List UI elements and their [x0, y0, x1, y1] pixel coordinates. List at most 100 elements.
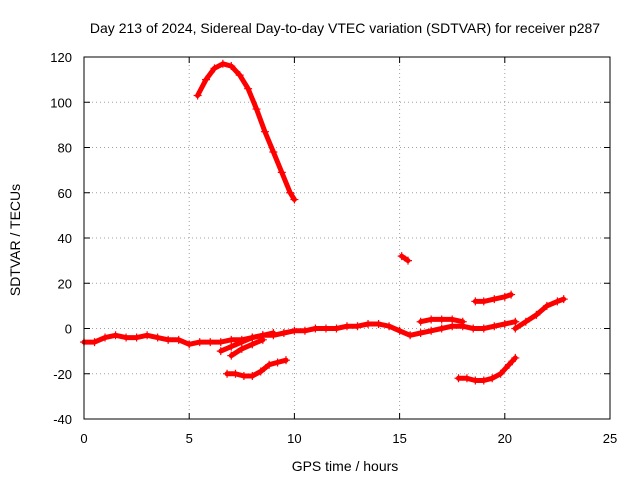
data-point-arc-high [286, 188, 295, 197]
data-point-branch-c [231, 369, 240, 378]
data-point-dip [471, 376, 480, 385]
data-point-baseline [143, 331, 152, 340]
y-tick-label: 60 [58, 186, 72, 201]
data-point-baseline [395, 326, 404, 335]
data-point-mid [479, 297, 488, 306]
data-point-arc-high [210, 64, 219, 73]
data-point-baseline [122, 333, 131, 342]
data-point-dip [511, 353, 520, 362]
data-point-upper-right [511, 324, 520, 333]
data-point-baseline [364, 319, 373, 328]
data-point-baseline [290, 326, 299, 335]
data-point-branch-b [248, 340, 257, 349]
data-point-baseline [511, 317, 520, 326]
y-tick-label: -20 [53, 367, 72, 382]
data-point-lower-step [458, 317, 467, 326]
y-tick-label: 100 [50, 95, 72, 110]
data-point-dip [496, 369, 505, 378]
series-upper-right [512, 296, 567, 331]
series-mid [472, 292, 514, 304]
data-point-baseline [479, 324, 488, 333]
data-point-baseline [216, 338, 225, 347]
data-point-baseline [90, 338, 99, 347]
data-point-arc-high [269, 148, 278, 157]
data-point-baseline [311, 324, 320, 333]
data-point-baseline [427, 326, 436, 335]
series-branch-b [228, 337, 266, 359]
data-point-branch-c [248, 372, 257, 381]
data-point-branch-c [223, 369, 232, 378]
data-point-dip [454, 374, 463, 383]
data-point-baseline [437, 324, 446, 333]
y-tick-label: 0 [65, 322, 72, 337]
data-point-dip [488, 374, 497, 383]
data-point-baseline [406, 331, 415, 340]
data-point-upper-right [559, 295, 568, 304]
data-point-mid [471, 297, 480, 306]
data-point-blip [404, 256, 413, 265]
data-point-upper-right [542, 301, 551, 310]
data-point-branch-a [269, 329, 278, 338]
data-point-mid [507, 290, 516, 299]
data-point-lower-step [437, 315, 446, 324]
data-point-arc-high [277, 168, 286, 177]
data-point-branch-c [239, 372, 248, 381]
data-point-baseline [174, 335, 183, 344]
x-axis-label: GPS time / hours [292, 458, 399, 474]
data-point-branch-a [248, 333, 257, 342]
data-point-baseline [164, 335, 173, 344]
y-tick-label: 40 [58, 231, 72, 246]
data-point-branch-c [273, 358, 282, 367]
data-point-lower-step [448, 315, 457, 324]
data-point-branch-a [216, 347, 225, 356]
data-point-baseline [227, 335, 236, 344]
series-baseline [81, 319, 518, 347]
data-point-baseline [195, 338, 204, 347]
data-point-branch-a [237, 338, 246, 347]
data-point-baseline [385, 322, 394, 331]
data-point-lower-step [427, 315, 436, 324]
y-tick-label: 80 [58, 141, 72, 156]
x-tick-label: 0 [80, 431, 87, 446]
data-point-baseline [206, 338, 215, 347]
data-point-baseline [469, 324, 478, 333]
data-point-upper-right [521, 317, 530, 326]
data-point-lower-step [416, 317, 425, 326]
data-point-upper-right [553, 297, 562, 306]
data-point-branch-c [281, 356, 290, 365]
axis-ticks: 0 5 10 15 20 25 -40 -20 0 20 40 60 80 100 120 [50, 50, 617, 446]
data-point-blip [397, 252, 406, 261]
data-point-baseline [321, 324, 330, 333]
x-tick-label: 5 [186, 431, 193, 446]
chart-title: Day 213 of 2024, Sidereal Day-to-day VTE… [90, 20, 600, 36]
grid [84, 57, 610, 419]
data-point-arc-high [202, 75, 211, 84]
data-point-baseline [332, 324, 341, 333]
data-point-baseline [490, 322, 499, 331]
x-tick-label: 10 [287, 431, 301, 446]
data-point-baseline [111, 331, 120, 340]
series-arc-high [195, 61, 297, 202]
data-point-arc-high [235, 71, 244, 80]
data-point-baseline [343, 322, 351, 331]
data-point-branch-c [256, 367, 265, 376]
data-point-arc-high [252, 105, 261, 114]
data-point-baseline [101, 333, 110, 342]
data-point-baseline [132, 333, 141, 342]
data-point-upper-right [532, 310, 541, 319]
data-point-mid [500, 292, 509, 301]
data-point-baseline [279, 329, 288, 338]
data-point-baseline [300, 326, 309, 335]
data-point-dip [479, 376, 488, 385]
data-point-arc-high [218, 59, 227, 68]
data-point-arc-high [244, 84, 253, 93]
y-tick-label: 120 [50, 50, 72, 65]
data-series [80, 59, 568, 385]
plot-frame [83, 56, 611, 420]
data-point-baseline [500, 319, 509, 328]
y-tick-label: -40 [53, 412, 72, 427]
y-axis-label: SDTVAR / TECUs [7, 184, 23, 296]
data-point-dip [505, 360, 514, 369]
data-point-dip [462, 374, 471, 383]
